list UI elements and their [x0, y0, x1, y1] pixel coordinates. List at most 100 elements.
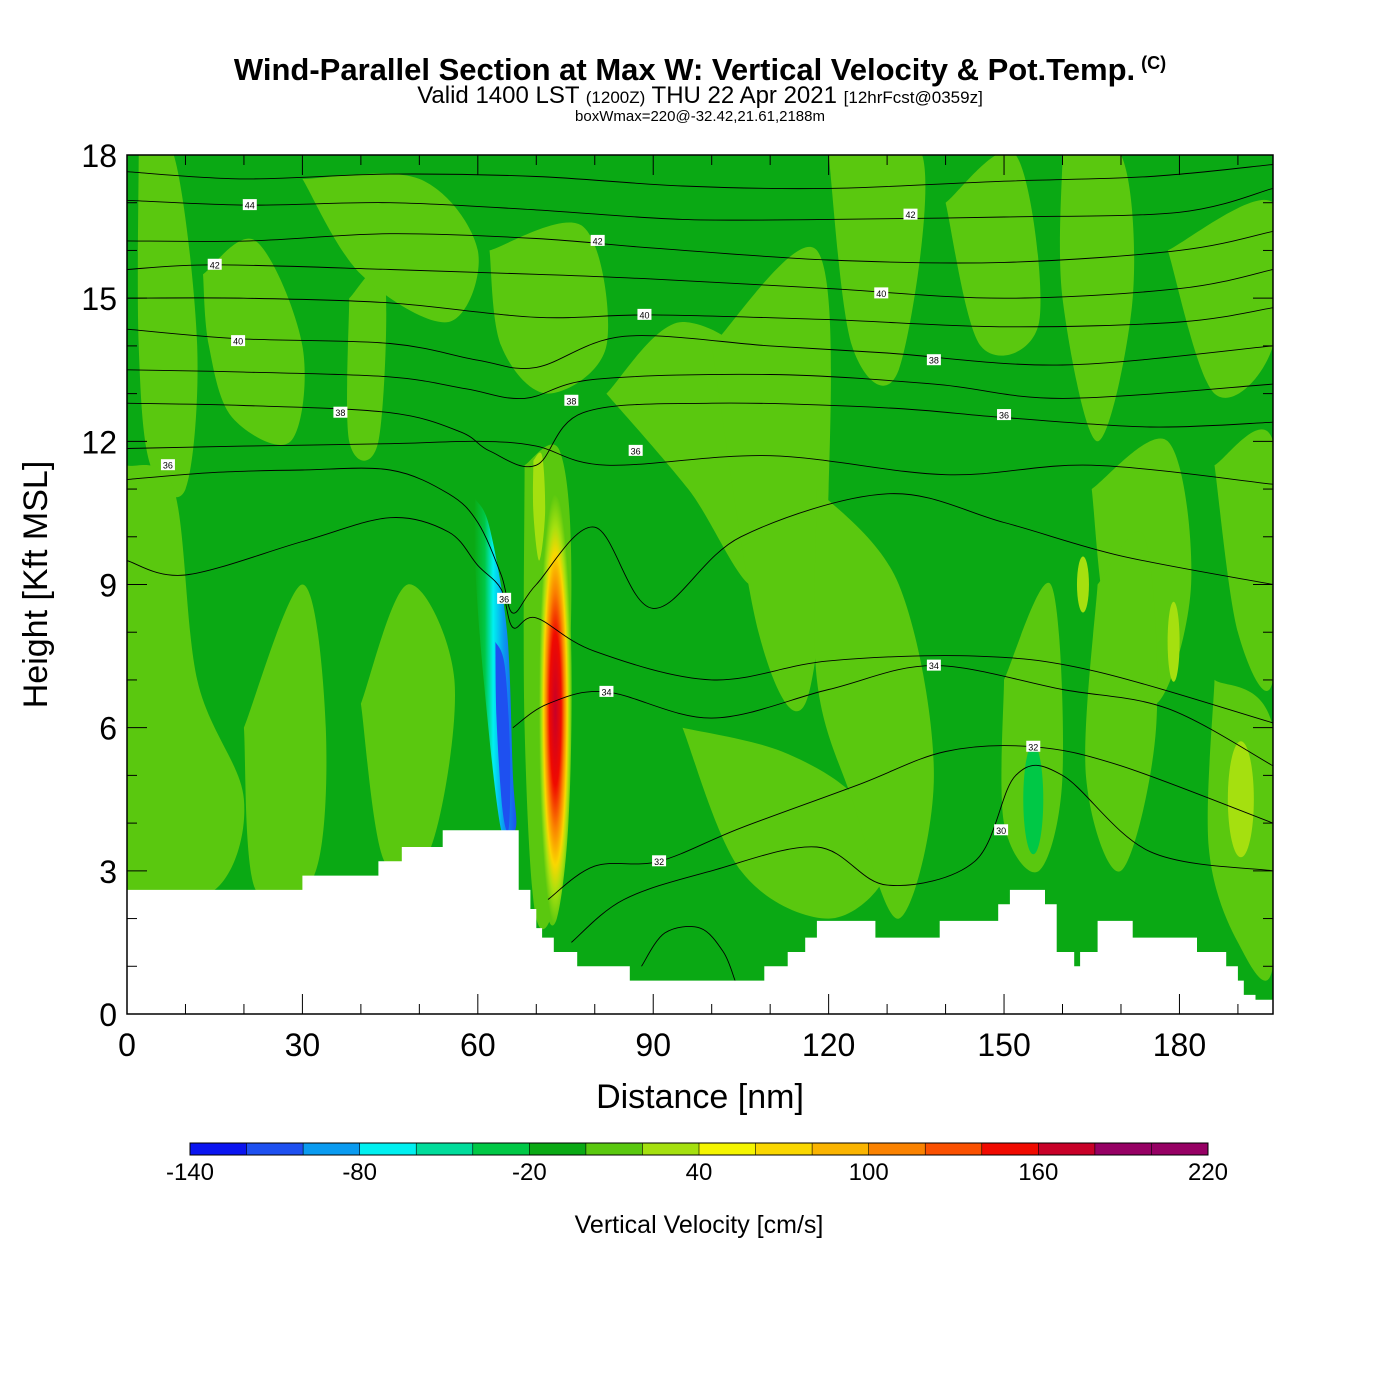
- x-tick-label-150: 150: [977, 1027, 1030, 1063]
- contour-label-text: 38: [566, 396, 576, 406]
- contour-label-16: 32: [1026, 740, 1041, 752]
- updraft-band-13: [945, 155, 1041, 356]
- contour-label-box: [926, 659, 941, 671]
- isentrope-36-9: [127, 467, 1273, 614]
- contour-label-text: 40: [639, 310, 649, 320]
- x-axis-label: Distance [nm]: [596, 1078, 804, 1116]
- chart-title: Wind-Parallel Section at Max W: Vertical…: [0, 52, 1400, 88]
- weak-updraft-core-179: [1167, 601, 1180, 682]
- isentrope-44-1: [127, 187, 1273, 221]
- y-axis-label: Height [Kft MSL]: [17, 461, 55, 709]
- colorbar-label-2: -20: [512, 1159, 547, 1186]
- colorbar-swatch-9: [699, 1143, 757, 1155]
- contour-label-box: [874, 287, 889, 299]
- contour-label-box: [997, 409, 1012, 421]
- isentrope-34-11: [512, 665, 1273, 767]
- x-axis: 0 30 60 90 120 150 180: [118, 155, 1239, 1063]
- y-tick-label-0: 0: [99, 997, 117, 1033]
- contour-label-8: 38: [564, 394, 579, 406]
- colorbar-swatch-11: [812, 1143, 870, 1155]
- forecast-info: [12hrFcst@0359z]: [843, 88, 983, 107]
- colorbar-swatch-3: [359, 1143, 417, 1155]
- x-tick-label-0: 0: [118, 1027, 136, 1063]
- contour-label-text: 32: [1028, 742, 1038, 752]
- contour-label-box: [903, 208, 918, 220]
- y-tick-label-15: 15: [81, 281, 117, 317]
- contour-label-text: 42: [210, 260, 220, 270]
- weak-updraft-bands: [127, 155, 1273, 981]
- contour-label-box: [564, 394, 579, 406]
- terrain-mask: [127, 830, 1273, 1014]
- contour-label-text: 36: [499, 594, 509, 604]
- isentrope-32-13: [571, 764, 1273, 943]
- y-tick-label-12: 12: [81, 424, 117, 460]
- colorbar-swatch-14: [981, 1143, 1039, 1155]
- valid-zulu: (1200Z): [585, 88, 646, 107]
- contour-label-text: 36: [631, 446, 641, 456]
- contour-label-box: [1026, 740, 1041, 752]
- updraft-band-14: [1059, 155, 1135, 442]
- contour-label-box: [590, 234, 605, 246]
- contour-label-box: [242, 199, 257, 211]
- contour-label-0: 44: [242, 199, 257, 211]
- contour-label-text: 38: [929, 356, 939, 366]
- colorbar-label-6: 220: [1188, 1159, 1228, 1186]
- contour-label-5: 40: [637, 308, 652, 320]
- colorbar-swatch-1: [246, 1143, 304, 1155]
- colorbar-swatch-end: [1151, 1143, 1208, 1155]
- colorbar-label-1: -80: [342, 1159, 377, 1186]
- weak-downdraft-core-155: [1023, 744, 1044, 855]
- isentrope-38-7: [127, 402, 1273, 468]
- downdraft-core-inner: [495, 641, 511, 832]
- title-text: Wind-Parallel Section at Max W: Vertical…: [233, 52, 1136, 87]
- contour-label-box: [652, 855, 667, 867]
- updraft-band-12: [814, 489, 934, 919]
- isentrope-42-2: [127, 230, 1273, 264]
- contour-label-text: 42: [593, 236, 603, 246]
- contour-label-box: [207, 258, 222, 270]
- contour-label-2: 42: [590, 234, 605, 246]
- isentrope-40-6: [127, 369, 1273, 400]
- colorbar-swatch-6: [529, 1143, 587, 1155]
- contour-label-text: 38: [335, 408, 345, 418]
- x-tick-label-180: 180: [1153, 1027, 1206, 1063]
- contour-label-text: 44: [245, 201, 255, 211]
- contour-label-13: 36: [497, 592, 512, 604]
- colorbar-swatch-4: [416, 1143, 474, 1155]
- colorbar-swatch-13: [925, 1143, 983, 1155]
- contour-label-4: 40: [231, 335, 246, 347]
- contour-label-text: 36: [163, 461, 173, 471]
- x-tick-label-90: 90: [635, 1027, 671, 1063]
- y-tick-label-6: 6: [99, 711, 117, 747]
- isentrope-32-12: [547, 745, 1273, 900]
- plot-area: 44 42 42 42 40 40 40 38 38 38 36 36 36 36 34 34 32 32 30: [127, 155, 1273, 1014]
- contour-label-text: 36: [999, 411, 1009, 421]
- vertical-velocity-cores: [474, 452, 1254, 926]
- updraft-band-3: [243, 584, 327, 904]
- updraft-band-0: [137, 155, 198, 498]
- colorbar-swatch-16: [1094, 1143, 1152, 1155]
- contour-label-text: 32: [654, 857, 664, 867]
- colorbar-swatch-2: [303, 1143, 361, 1155]
- contour-label-9: 38: [926, 354, 941, 366]
- valid-prefix: Valid 1400 LST: [417, 82, 580, 109]
- contour-label-12: 36: [997, 409, 1012, 421]
- contour-label-11: 36: [628, 444, 643, 456]
- y-tick-label-9: 9: [99, 568, 117, 604]
- x-tick-label-30: 30: [285, 1027, 321, 1063]
- potential-temperature-contours: [127, 164, 1273, 981]
- contour-label-text: 40: [233, 337, 243, 347]
- y-tick-label-18: 18: [81, 138, 117, 174]
- colorbar-swatch-15: [1038, 1143, 1096, 1155]
- colorbar-title: Vertical Velocity [cm/s]: [575, 1211, 824, 1239]
- contour-label-text: 34: [601, 687, 611, 697]
- contour-label-box: [497, 592, 512, 604]
- colorbar-swatch-8: [642, 1143, 700, 1155]
- valid-date: THU 22 Apr 2021: [651, 82, 837, 109]
- x-tick-label-120: 120: [802, 1027, 855, 1063]
- isentrope-30-14: [641, 926, 736, 981]
- isentrope-42-4: [127, 297, 1273, 328]
- updraft-band-4: [347, 267, 387, 461]
- contour-label-box: [333, 406, 348, 418]
